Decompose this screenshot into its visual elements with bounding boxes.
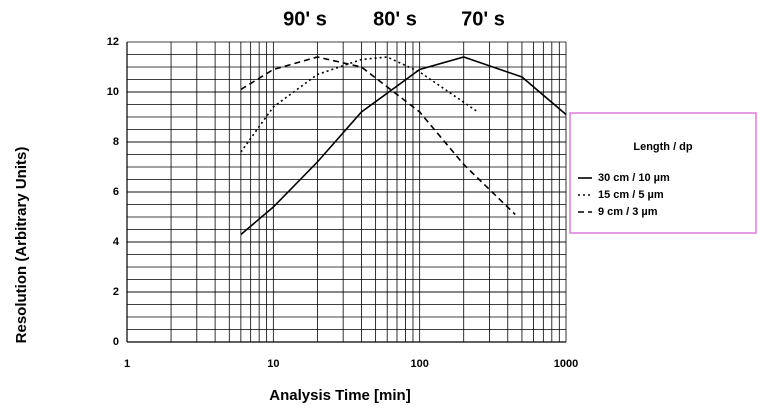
legend-label: 15 cm / 5 µm xyxy=(598,189,664,201)
annotation: 70' s xyxy=(461,8,505,30)
series-line xyxy=(240,56,567,236)
y-tick-label: 6 xyxy=(113,186,119,198)
x-tick-label: 100 xyxy=(410,358,428,370)
legend-label: 30 cm / 10 µm xyxy=(598,172,670,184)
y-tick-label: 12 xyxy=(107,36,119,48)
annotation: 80' s xyxy=(373,8,417,30)
y-tick-label: 2 xyxy=(113,286,119,298)
x-tick-label: 1 xyxy=(124,358,130,370)
y-axis-title: Resolution (Arbitrary Units) xyxy=(13,147,30,344)
x-tick-label: 10 xyxy=(267,358,279,370)
x-tick-label: 1000 xyxy=(554,358,578,370)
y-tick-label: 0 xyxy=(113,336,119,348)
series-line xyxy=(240,56,516,216)
annotation: 90' s xyxy=(283,8,327,30)
y-tick-label: 8 xyxy=(113,136,119,148)
legend-box xyxy=(569,112,757,234)
series-line xyxy=(240,56,479,153)
legend-title: Length / dp xyxy=(633,141,693,153)
x-axis-title: Analysis Time [min] xyxy=(269,387,410,404)
legend-label: 9 cm / 3 µm xyxy=(598,206,658,218)
y-tick-label: 10 xyxy=(107,86,119,98)
y-tick-label: 4 xyxy=(113,236,120,248)
